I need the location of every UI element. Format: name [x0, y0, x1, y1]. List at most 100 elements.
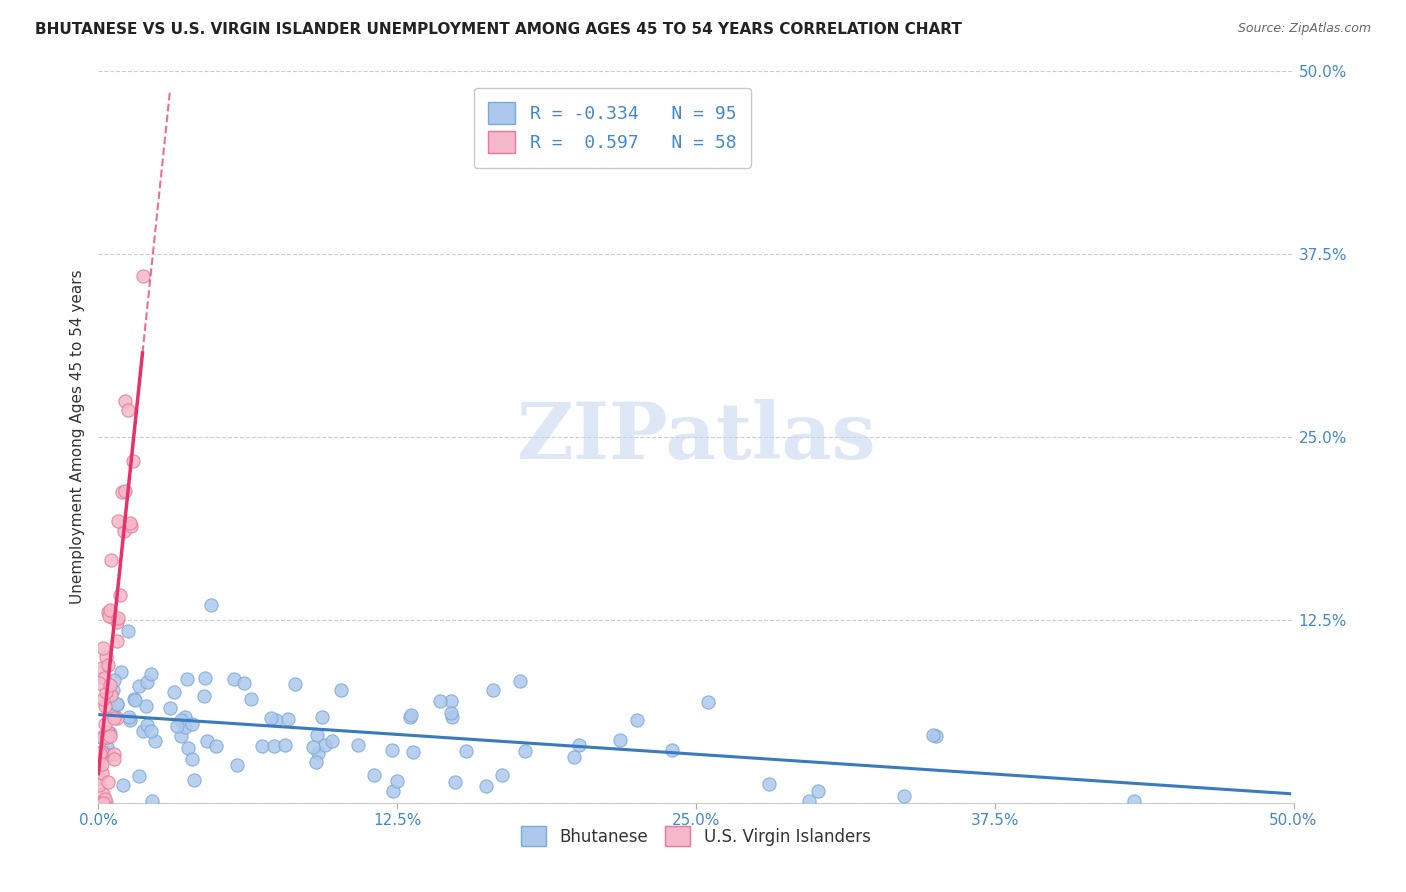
Point [399, 708, 422, 723]
Point [111, 778, 134, 792]
Point [111, 485, 134, 500]
Point [107, 611, 129, 625]
Point [170, 729, 193, 743]
Point [444, 775, 467, 789]
Point [103, 673, 125, 687]
Text: Source: ZipAtlas.com: Source: ZipAtlas.com [1237, 22, 1371, 36]
Point [277, 712, 299, 726]
Point [311, 710, 333, 724]
Point [89, 796, 111, 810]
Point [87, 772, 110, 786]
Point [98, 729, 121, 743]
Point [124, 693, 146, 707]
Point [174, 710, 197, 724]
Point [200, 598, 222, 612]
Point [87, 778, 110, 792]
Point [163, 685, 186, 699]
Point [222, 672, 245, 686]
Point [101, 683, 124, 698]
Point [118, 713, 141, 727]
Point [120, 519, 142, 533]
Point [562, 750, 585, 764]
Point [274, 738, 297, 752]
Point [98, 726, 121, 740]
Point [440, 706, 463, 720]
Point [100, 609, 122, 624]
Point [141, 794, 163, 808]
Text: BHUTANESE VS U.S. VIRGIN ISLANDER UNEMPLOYMENT AMONG AGES 45 TO 54 YEARS CORRELA: BHUTANESE VS U.S. VIRGIN ISLANDER UNEMPL… [35, 22, 962, 37]
Point [491, 767, 513, 781]
Point [97, 609, 120, 624]
Point [114, 393, 136, 408]
Point [91, 35, 114, 49]
Point [93, 671, 115, 685]
Point [661, 743, 683, 757]
Point [174, 720, 197, 734]
Point [117, 403, 139, 417]
Point [118, 710, 141, 724]
Y-axis label: Unemployment Among Ages 45 to 54 years: Unemployment Among Ages 45 to 54 years [69, 269, 84, 605]
Point [91, 796, 114, 810]
Point [105, 697, 128, 711]
Point [97, 725, 120, 739]
Point [807, 784, 830, 798]
Point [112, 524, 135, 538]
Point [90, 796, 112, 810]
Point [429, 694, 451, 708]
Point [922, 728, 945, 742]
Point [110, 665, 132, 679]
Point [89, 796, 111, 810]
Point [91, 766, 114, 780]
Point [135, 699, 157, 714]
Point [381, 784, 404, 798]
Point [98, 602, 121, 616]
Point [314, 738, 336, 752]
Point [139, 667, 162, 681]
Point [97, 658, 120, 673]
Point [94, 698, 117, 713]
Point [181, 752, 204, 766]
Point [96, 730, 118, 744]
Point [105, 710, 128, 724]
Point [89, 759, 111, 773]
Point [568, 738, 591, 752]
Point [114, 484, 136, 499]
Point [103, 708, 125, 723]
Point [120, 516, 142, 531]
Point [105, 633, 128, 648]
Point [96, 739, 118, 754]
Point [441, 710, 464, 724]
Point [177, 740, 200, 755]
Point [94, 717, 117, 731]
Point [1123, 794, 1146, 808]
Point [193, 689, 215, 703]
Point [91, 641, 114, 656]
Point [89, 675, 111, 690]
Point [107, 514, 129, 528]
Point [91, 788, 114, 802]
Point [302, 740, 325, 755]
Point [330, 682, 353, 697]
Point [98, 748, 121, 763]
Point [482, 683, 505, 698]
Point [89, 796, 111, 810]
Point [440, 694, 463, 708]
Point [97, 605, 120, 619]
Point [90, 796, 112, 810]
Point [509, 673, 531, 688]
Point [260, 711, 283, 725]
Point [385, 774, 408, 789]
Point [91, 731, 114, 745]
Point [233, 676, 256, 690]
Point [91, 745, 114, 759]
Point [128, 769, 150, 783]
Point [183, 772, 205, 787]
Point [135, 675, 157, 690]
Point [122, 454, 145, 468]
Point [240, 691, 263, 706]
Point [226, 758, 249, 772]
Point [90, 756, 112, 771]
Point [145, 733, 167, 747]
Point [124, 692, 146, 706]
Point [89, 746, 111, 760]
